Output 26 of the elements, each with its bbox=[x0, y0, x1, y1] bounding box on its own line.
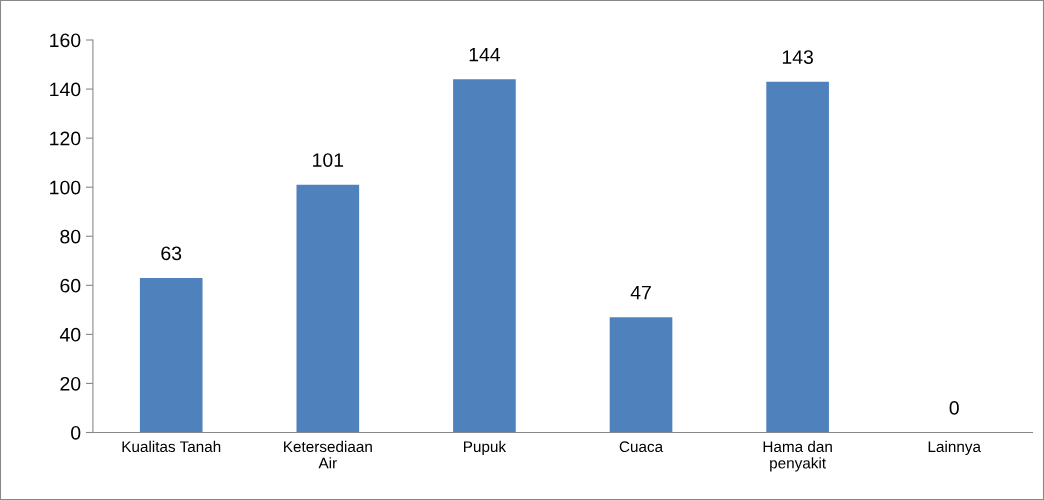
data-label: 144 bbox=[469, 47, 501, 62]
x-tick-label: Hama dan penyakit bbox=[763, 440, 832, 472]
bar bbox=[139, 277, 203, 433]
data-label: 47 bbox=[630, 285, 651, 300]
bar bbox=[609, 317, 673, 433]
y-tick-label: 40 bbox=[59, 327, 81, 342]
y-tick-label: 120 bbox=[50, 131, 81, 146]
y-tick-label: 140 bbox=[50, 82, 81, 97]
y-tick-label: 20 bbox=[60, 376, 81, 391]
y-tick-label: 100 bbox=[50, 180, 81, 195]
x-tick-label: Lainnya bbox=[928, 440, 981, 456]
y-tick-label: 60 bbox=[60, 278, 81, 293]
x-tick-label: Pupuk bbox=[464, 440, 507, 456]
y-tick-label: 0 bbox=[71, 425, 81, 440]
x-tick-label: Cuaca bbox=[619, 441, 664, 453]
data-label: 63 bbox=[161, 246, 182, 261]
data-label: 143 bbox=[782, 50, 813, 64]
y-tick-label: 160 bbox=[50, 33, 81, 48]
bar bbox=[296, 184, 360, 433]
x-tick-label: Ketersediaan Air bbox=[284, 440, 372, 469]
bar bbox=[766, 81, 829, 433]
y-tick-label: 80 bbox=[60, 229, 81, 244]
bar bbox=[453, 79, 516, 433]
data-label: 0 bbox=[949, 401, 959, 415]
x-tick-label: Kualitas Tanah bbox=[122, 440, 221, 453]
data-label: 101 bbox=[313, 153, 344, 167]
